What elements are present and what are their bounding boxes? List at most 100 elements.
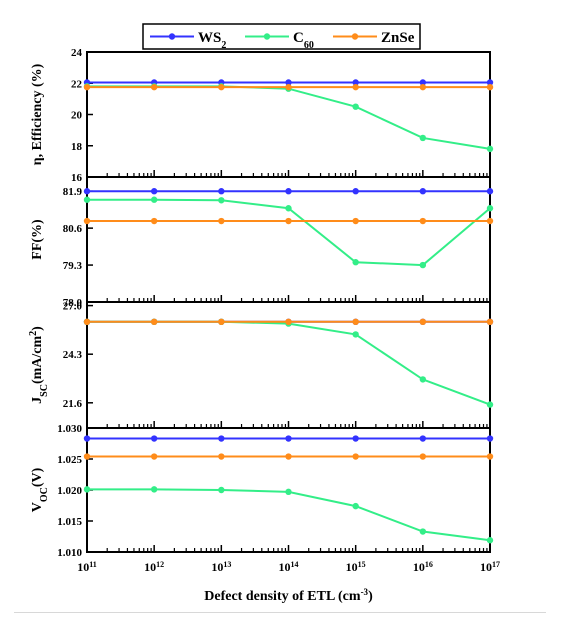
panel-voc: 1.010 1.015 1.020 1.025 1.030 VOC(V) (30, 423, 494, 559)
data-point-ws2 (83, 188, 91, 195)
y-tick-label: 1.025 (57, 454, 82, 466)
x-tick-base: 10 (77, 560, 89, 574)
panel-frame (86, 176, 491, 303)
data-point-c60 (352, 331, 359, 338)
data-point-znse (83, 453, 91, 460)
x-tick-base: 10 (413, 560, 425, 574)
legend-label: ZnSe (381, 30, 415, 46)
data-point-c60 (419, 134, 427, 142)
y-axis-title-main: FF(%) (30, 219, 45, 260)
y-axis-title: JSC(mA/cm2) (28, 326, 50, 404)
y-tick-label: 16 (71, 172, 83, 184)
series-line-c60 (87, 320, 491, 406)
x-axis-title-main: Defect density of ETL (cm (204, 589, 361, 604)
data-point-ws2 (352, 188, 359, 195)
data-point-c60 (218, 486, 225, 494)
legend-marker (168, 33, 176, 40)
y-axis-title-main: η, Efficiency (%) (30, 63, 45, 165)
series-line-c60 (87, 85, 491, 150)
y-axis-title-main: V (30, 502, 45, 512)
legend: WS2 C60 ZnSe (142, 23, 421, 51)
data-point-ws2 (218, 188, 225, 195)
data-point-c60 (83, 486, 91, 493)
y-tick-label: 22 (71, 78, 83, 90)
x-tick-exponent: 13 (223, 560, 231, 569)
x-tick-label: 1011 (77, 560, 97, 575)
data-point-znse (150, 83, 158, 91)
data-point-znse (419, 83, 427, 91)
y-axis-title-sup: 2 (28, 331, 39, 336)
data-point-ws2 (285, 188, 292, 195)
data-point-znse (285, 318, 292, 325)
legend-entry-ws2: WS2 (150, 30, 226, 51)
data-point-znse (83, 83, 91, 91)
data-point-znse (352, 83, 359, 91)
data-point-znse (352, 217, 359, 225)
y-tick-label: 79.3 (63, 260, 83, 272)
data-point-znse (150, 453, 158, 460)
x-tick-exponent: 15 (358, 560, 366, 569)
legend-label-main: ZnSe (381, 30, 415, 46)
x-tick-base: 10 (211, 560, 223, 574)
data-point-ws2 (419, 188, 427, 195)
panel-efficiency: 16 18 20 22 24 η, Efficiency (%) (30, 47, 494, 184)
data-point-ws2 (486, 79, 494, 86)
y-axis-title: FF(%) (30, 219, 45, 260)
y-tick-label: 1.020 (57, 485, 82, 497)
y-tick-label: 24 (71, 47, 83, 59)
x-tick-exponent: 14 (291, 560, 299, 569)
y-tick-label: 21.6 (63, 398, 83, 410)
data-point-c60 (352, 502, 359, 510)
x-tick-label: 1013 (211, 560, 231, 575)
data-point-c60 (150, 486, 158, 493)
y-axis-title-main: J (30, 397, 45, 404)
x-axis-title: Defect density of ETL (cm-3) (204, 587, 373, 604)
y-axis-title-end: ) (30, 326, 45, 331)
y-axis-title-sub: OC (39, 487, 50, 502)
data-point-c60 (352, 103, 359, 110)
x-axis-title-suffix: ) (368, 589, 373, 604)
data-point-c60 (285, 205, 292, 212)
data-point-znse (285, 217, 292, 225)
x-tick-base: 10 (279, 560, 291, 574)
data-point-c60 (218, 197, 225, 204)
data-point-c60 (285, 488, 292, 496)
data-point-c60 (486, 537, 494, 544)
legend-label-main: C (293, 30, 304, 46)
y-axis-title-sub: SC (39, 384, 50, 397)
x-axis-title-sup: -3 (361, 587, 369, 597)
data-point-znse (486, 318, 494, 325)
legend-label: WS2 (198, 30, 226, 51)
x-tick-label: 1017 (480, 560, 500, 575)
y-tick-label: 1.010 (57, 547, 82, 559)
data-point-ws2 (150, 188, 158, 195)
data-point-znse (486, 83, 494, 91)
data-point-c60 (419, 261, 427, 269)
data-point-ws2 (352, 79, 359, 86)
y-tick-label: 1.030 (57, 423, 82, 435)
data-point-znse (285, 453, 292, 460)
data-point-znse (83, 217, 91, 225)
x-tick-exponent: 11 (89, 560, 97, 569)
data-point-znse (352, 453, 359, 460)
data-point-c60 (150, 196, 158, 203)
x-tick-label: 1016 (413, 560, 433, 575)
panel-jsc: 21.6 24.3 27.0 JSC(mA/cm2) (28, 301, 494, 429)
legend-marker (351, 33, 359, 40)
data-point-znse (419, 217, 427, 225)
data-point-ws2 (486, 435, 494, 442)
legend-marker (263, 33, 271, 40)
legend-label-sub: 2 (221, 40, 226, 51)
data-point-znse (486, 453, 494, 460)
data-point-znse (218, 217, 225, 225)
legend-label: C60 (293, 30, 314, 51)
bottom-divider (14, 612, 546, 613)
x-tick-exponent: 16 (425, 560, 433, 569)
data-point-znse (285, 83, 292, 91)
y-axis-title: VOC(V) (30, 467, 50, 512)
x-tick-exponent: 17 (492, 560, 500, 569)
data-point-ws2 (83, 435, 91, 442)
data-point-ws2 (218, 435, 225, 442)
data-point-znse (150, 217, 158, 225)
